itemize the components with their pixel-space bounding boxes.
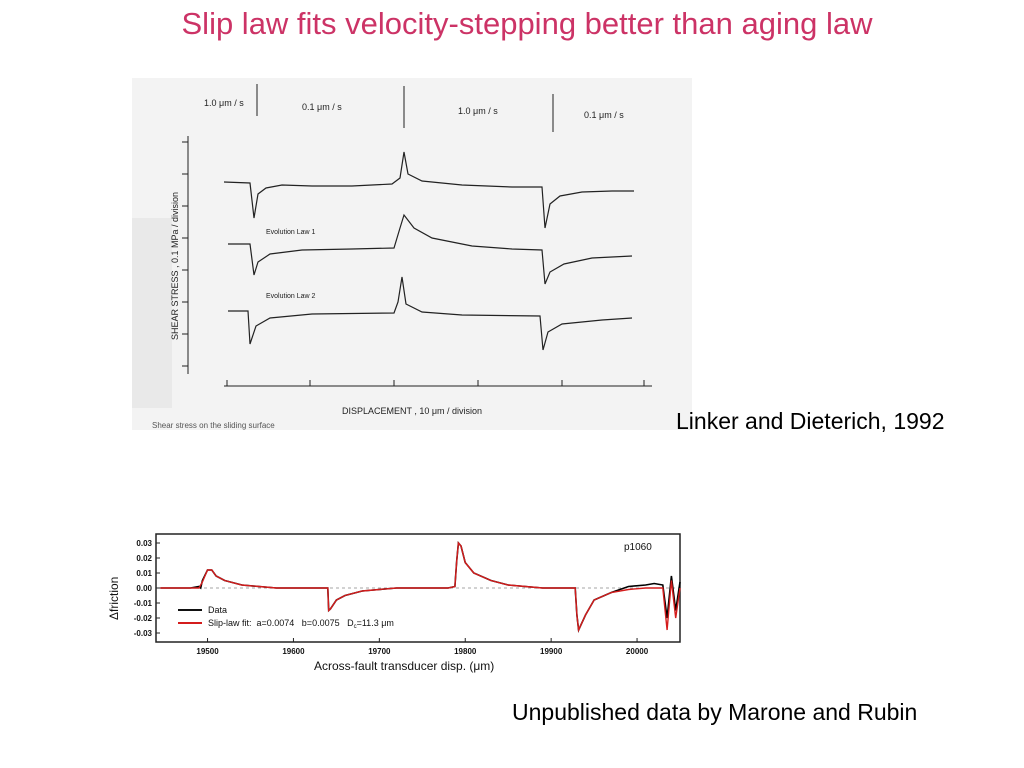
x-axis-ticks: 19500 19600 19700 19800 19900 20000 <box>196 638 649 656</box>
y-tick-label: -0.03 <box>134 629 153 638</box>
caption-fragment: Shear stress on the sliding surface <box>152 421 275 430</box>
evolution-law-2-trace <box>228 276 633 351</box>
fit-series-line <box>160 541 681 633</box>
measured-trace <box>223 151 634 229</box>
x-tick-label: 19800 <box>454 647 477 656</box>
trace-label: Evolution Law 2 <box>266 293 316 300</box>
x-axis-ticks <box>226 380 645 386</box>
y-tick-label: -0.01 <box>134 599 153 608</box>
evolution-law-1-trace <box>228 213 633 285</box>
x-tick-label: 19900 <box>540 647 563 656</box>
y-tick-label: -0.02 <box>134 614 153 623</box>
x-axis-label: Across-fault transducer disp. (μm) <box>314 659 494 673</box>
x-tick-label: 19700 <box>368 647 391 656</box>
linker-dieterich-figure: 1.0 μm / s 0.1 μm / s 1.0 μm / s 0.1 μm … <box>132 78 692 430</box>
y-axis-label: SHEAR STRESS , 0.1 MPa / division <box>170 192 180 340</box>
chart-legend: Data Slip-law fit: a=0.0074 b=0.0075 Dc=… <box>178 605 394 630</box>
velocity-label: 1.0 μm / s <box>204 98 244 108</box>
credit-linker-dieterich: Linker and Dieterich, 1992 <box>676 408 945 434</box>
x-tick-label: 19600 <box>282 647 305 656</box>
y-tick-label: 0.02 <box>136 554 152 563</box>
velocity-label: 0.1 μm / s <box>584 110 624 120</box>
y-tick-label: 0.03 <box>136 539 152 548</box>
panel-label: p1060 <box>624 542 652 553</box>
y-axis-ticks: 0.03 0.02 0.01 0.00 -0.01 -0.02 -0.03 <box>134 539 160 638</box>
slide-title: Slip law fits velocity-stepping better t… <box>181 6 873 41</box>
y-tick-label: 0.01 <box>136 569 152 578</box>
velocity-label: 1.0 μm / s <box>458 106 498 116</box>
legend-label-data: Data <box>208 605 227 615</box>
x-axis-label: DISPLACEMENT , 10 μm / division <box>342 406 482 416</box>
series-layer <box>160 541 681 633</box>
scan-shade <box>132 218 172 408</box>
y-axis-ticks <box>182 141 188 367</box>
velocity-label: 0.1 μm / s <box>302 102 342 112</box>
y-tick-label: 0.00 <box>136 584 152 593</box>
y-axis-label: Δfriction <box>107 577 121 620</box>
credit-marone-rubin: Unpublished data by Marone and Rubin <box>512 699 918 725</box>
x-tick-label: 19500 <box>196 647 219 656</box>
marone-rubin-chart: 0.03 0.02 0.01 0.00 -0.01 -0.02 -0.03 19500 196… <box>107 533 681 673</box>
trace-label: Evolution Law 1 <box>266 229 316 236</box>
x-tick-label: 20000 <box>626 647 649 656</box>
legend-label-fit: Slip-law fit: a=0.0074 b=0.0075 Dc=11.3 … <box>208 618 394 630</box>
scan-background <box>132 78 692 430</box>
